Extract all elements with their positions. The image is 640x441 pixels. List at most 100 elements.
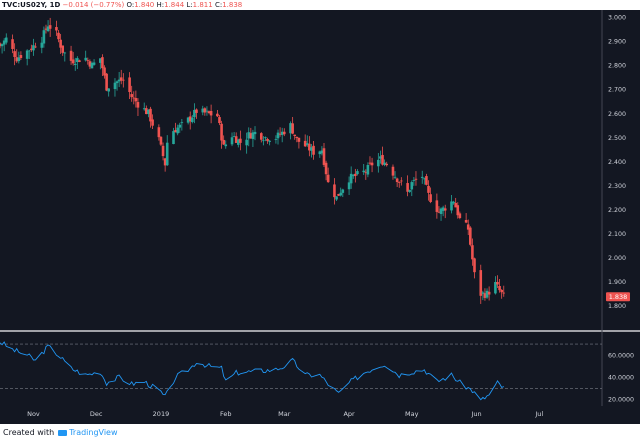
candle-body [180,122,184,124]
candle-body [464,220,468,223]
candle-body [276,132,280,139]
candle-body [107,88,110,92]
open-value: 1.840 [134,1,155,9]
candle-body [368,162,372,164]
candle-body [236,139,240,145]
candle-body [349,173,353,184]
candle-body [59,39,62,48]
candle-body [147,109,150,114]
candle-body [13,51,16,57]
candle-body [209,110,213,116]
candle-body [78,60,81,62]
candle-body [57,32,60,40]
rsi-indicator: 20.0000 40.0000 60.0000 [0,341,634,404]
candle-body [456,205,460,216]
candle-body [379,156,382,159]
price-tick-label: 1.900 [608,279,626,286]
time-tick-label: Feb [220,410,232,418]
candle-body [90,62,94,69]
candle-body [188,116,192,122]
low-label: L: [186,1,193,9]
candle-body [356,171,359,175]
candle-body [30,48,33,50]
candle-body [479,270,483,296]
candle-body [381,154,384,165]
candle-body [406,183,409,192]
candle-body [280,131,284,135]
candle-body [318,151,322,155]
candle-body [305,143,309,145]
candle-body [435,200,439,212]
candle-body [469,227,472,245]
candle-body [2,40,6,45]
open-label: O: [126,1,135,9]
last-price-badge [606,292,630,302]
candle-body [473,258,476,273]
candle-body [159,136,163,145]
candle-body [201,108,205,113]
candle-body [247,132,251,139]
candle-body [239,138,242,143]
candle-body [259,133,263,140]
candle-body [174,130,177,133]
time-tick-label: Nov [27,410,40,418]
candle-body [222,139,225,145]
candle-body [151,119,154,126]
candle-body [339,192,343,196]
candle-body [274,139,278,140]
price-tick-label: 2.200 [608,207,626,214]
time-tick-label: Apr [343,410,355,418]
candle-body [205,110,209,112]
candle-body [73,63,77,66]
footer: Created with TradingView [0,424,640,441]
candle-body [268,140,271,142]
candle-body [341,189,345,193]
candle-body [354,173,357,176]
candle-body [61,45,65,53]
last-price-label: 1.838 [609,293,628,301]
candle-body [234,136,238,143]
candle-body [391,166,395,176]
candle-body [101,57,104,69]
price-axis: 1.800 1.900 2.000 2.100 2.200 2.300 2.400 2.500… [608,15,626,311]
candle-body [19,55,23,59]
change-label: −0.014 (−0.77%) [62,1,125,9]
candle-body [496,281,499,285]
candles-group [0,17,506,304]
candle-body [466,224,470,230]
candle-body [324,162,328,175]
price-tick-label: 2.100 [608,231,626,238]
tradingview-link[interactable]: TradingView [69,428,118,437]
rsi-line [0,341,504,401]
candle-body [115,81,119,84]
candle-body [46,26,50,32]
candle-body [161,145,165,157]
candle-body [366,165,370,175]
candle-body [333,184,336,198]
candle-body [42,30,46,44]
candle-body [230,137,234,145]
candle-body [383,162,386,165]
candle-body [134,98,138,102]
candle-body [483,293,487,298]
candle-body [450,201,453,211]
rsi-pane-bg [0,332,640,406]
candle-body [362,170,366,173]
close-value: 1.838 [222,1,243,9]
candle-body [297,137,301,142]
candle-body [11,39,14,49]
candle-body [99,58,102,63]
candle-body [224,144,228,147]
candle-body [84,57,88,61]
candle-body [441,207,445,211]
candle-body [427,185,430,193]
candle-body [487,291,491,295]
candle-body [395,178,399,183]
candle-body [17,57,21,62]
price-tick-label: 1.800 [608,303,626,310]
candle-body [163,158,167,166]
candle-body [485,290,489,298]
time-tick-label: Jul [534,410,543,418]
time-axis-bg [0,406,640,424]
